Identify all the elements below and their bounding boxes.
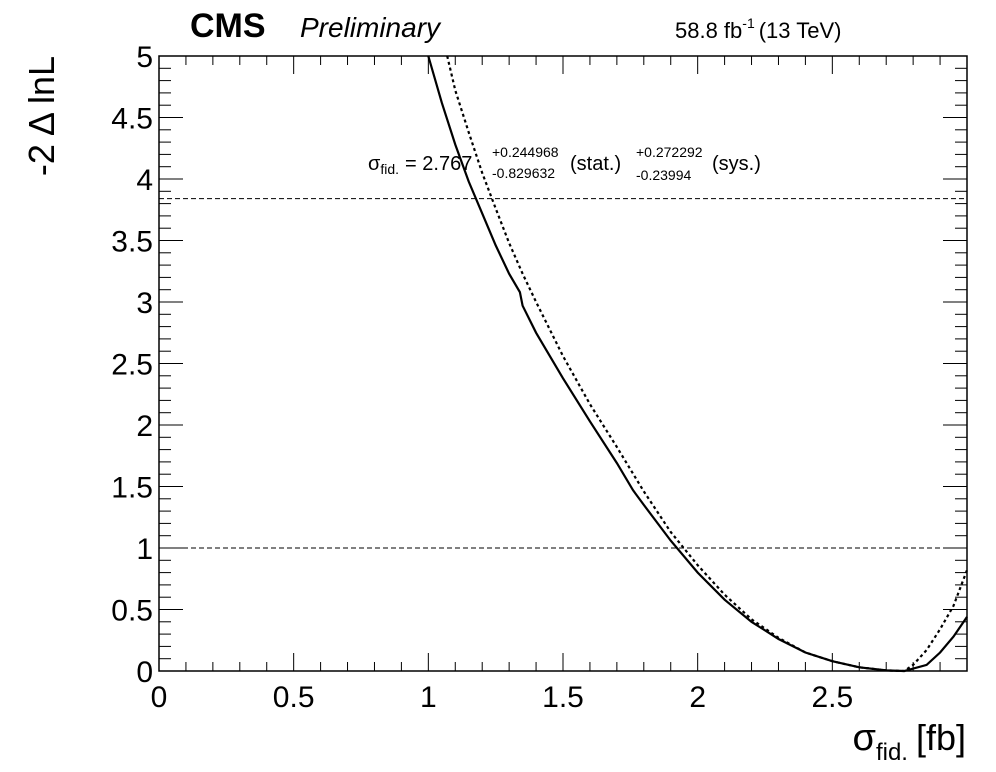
y-tick-label: 1 [136, 533, 153, 566]
annotation-stat-up: +0.244968 [492, 144, 559, 160]
experiment-label: CMS [190, 7, 266, 45]
fit-result-annotation: σfid. = 2.767 +0.244968 -0.829632 (stat.)… [368, 144, 761, 183]
x-axis-title-symbol: σ [853, 717, 876, 759]
annotation-sigma-sub: fid. [380, 161, 399, 177]
annotation-stat-down: -0.829632 [492, 165, 555, 181]
y-tick-label: 4.5 [111, 103, 153, 136]
y-tick-label: 3.5 [111, 226, 153, 259]
x-tick-label: 2.5 [811, 681, 853, 714]
x-axis-title-unit: [fb] [916, 717, 966, 758]
luminosity-label: 58.8 fb-1 (13 TeV) [675, 15, 841, 43]
luminosity-exponent: -1 [742, 15, 755, 31]
luminosity-value: 58.8 fb [675, 18, 742, 43]
y-tick-label: 0.5 [111, 595, 153, 628]
axis-ticks [158, 55, 968, 672]
x-tick-label: 0.5 [273, 681, 315, 714]
annotation-central-value: = 2.767 [405, 153, 472, 175]
energy-label: (13 TeV) [759, 18, 842, 43]
y-axis-title: -2 Δ lnL [21, 56, 62, 176]
reference-lines [159, 198, 967, 549]
annotation-stat-label: (stat.) [570, 153, 621, 175]
x-axis-title-sub: fid. [876, 739, 908, 766]
y-tick-label: 1.5 [111, 472, 153, 505]
plot-frame [158, 55, 968, 672]
y-tick-label: 0 [136, 656, 153, 689]
y-tick-label: 4 [136, 164, 153, 197]
x-axis-title: σfid. [fb] [853, 717, 967, 766]
x-tick-label: 0 [151, 681, 168, 714]
x-tick-label: 1.5 [542, 681, 584, 714]
annotation-sigma: σfid. = 2.767 [368, 153, 472, 177]
annotation-sigma-symbol: σ [368, 153, 381, 175]
axis-tick-labels: 0 0.5 1 1.5 2 2.5 0 0.5 1 1.5 2 2.5 3 3.5 4 4.5 5 [111, 41, 853, 714]
annotation-sys-down: -0.23994 [636, 167, 691, 183]
annotation-sys-up: +0.272292 [636, 144, 703, 160]
status-label: Preliminary [300, 12, 442, 43]
x-tick-label: 1 [420, 681, 437, 714]
annotation-sys-label: (sys.) [712, 153, 761, 175]
y-tick-label: 2.5 [111, 349, 153, 382]
x-tick-label: 2 [689, 681, 706, 714]
dotted-curve [446, 55, 969, 673]
y-tick-label: 5 [136, 41, 153, 74]
y-tick-label: 2 [136, 410, 153, 443]
y-tick-label: 3 [136, 287, 153, 320]
